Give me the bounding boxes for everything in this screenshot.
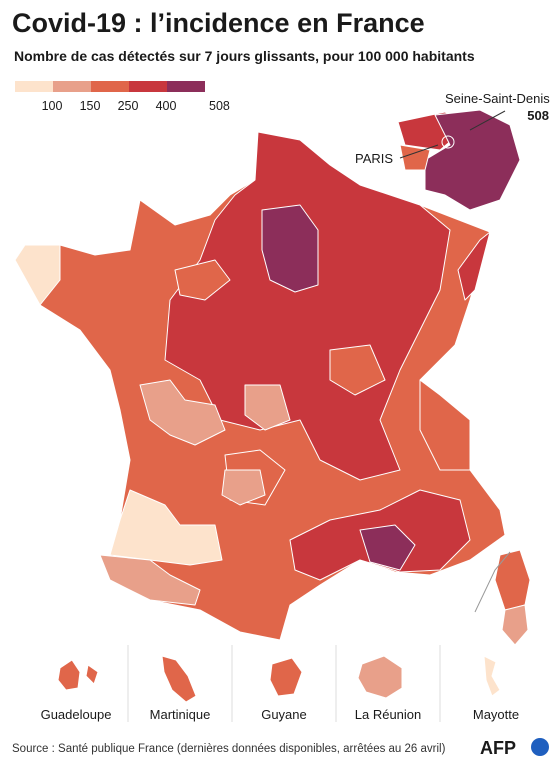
region — [501, 604, 529, 646]
logo: AFP — [480, 738, 516, 758]
legend-tick-label: 400 — [156, 99, 177, 113]
region — [57, 659, 99, 691]
legend-swatch — [91, 81, 129, 92]
overseas-label: La Réunion — [355, 707, 422, 722]
legend: 100 150 250 400 508 — [15, 81, 230, 113]
region — [174, 259, 231, 301]
region — [329, 344, 386, 396]
legend-tick-label: 508 — [209, 99, 230, 113]
region — [161, 655, 197, 703]
region — [399, 144, 431, 171]
region — [221, 469, 266, 506]
title: Covid-19 : l’incidence en France — [12, 8, 425, 38]
region — [359, 524, 416, 571]
region — [457, 231, 491, 301]
region — [139, 379, 226, 446]
overseas-label: Guyane — [261, 707, 307, 722]
overseas-label: Guadeloupe — [41, 707, 112, 722]
callout-value: 508 — [527, 108, 549, 123]
region — [109, 489, 223, 566]
leader-line — [469, 110, 506, 131]
corsica-frame — [474, 551, 511, 613]
overseas-label: Martinique — [150, 707, 211, 722]
subtitle: Nombre de cas détectés sur 7 jours gliss… — [14, 48, 475, 64]
region — [494, 549, 531, 611]
region — [164, 131, 451, 481]
logo-mark — [531, 738, 549, 756]
callout-label: PARIS — [355, 151, 393, 166]
region — [99, 554, 201, 606]
legend-tick-label: 150 — [80, 99, 101, 113]
legend-swatch — [167, 81, 205, 92]
region — [483, 655, 501, 697]
region — [14, 244, 61, 306]
legend-tick-label: 100 — [42, 99, 63, 113]
legend-swatch — [129, 81, 167, 92]
region — [419, 379, 471, 471]
overseas: Guadeloupe Martinique Guyane La Réunion Mayo… — [41, 645, 519, 722]
leader-line — [399, 144, 439, 159]
region — [261, 204, 319, 293]
source: Source : Santé publique France (dernière… — [12, 743, 446, 755]
region — [424, 109, 521, 211]
france-map — [14, 109, 531, 646]
paris-marker — [441, 135, 455, 149]
region — [244, 384, 291, 431]
legend-tick-label: 250 — [118, 99, 139, 113]
callout-label: Seine-Saint-Denis — [445, 91, 550, 106]
overseas-label: Mayotte — [473, 707, 519, 722]
legend-swatch — [15, 81, 53, 92]
region — [357, 655, 403, 699]
region — [269, 657, 303, 697]
legend-swatch — [53, 81, 91, 92]
